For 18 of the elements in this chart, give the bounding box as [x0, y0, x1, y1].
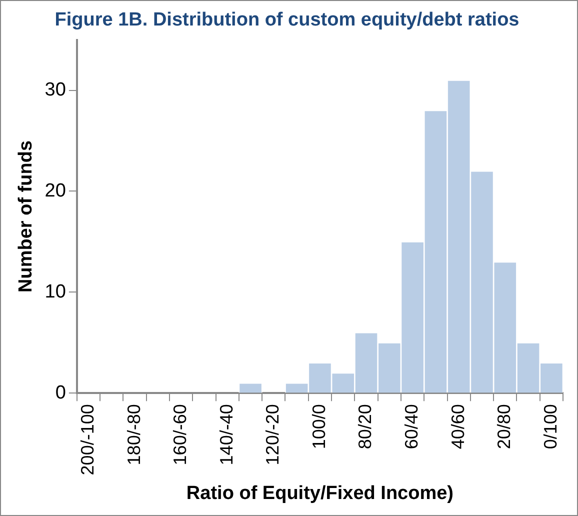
x-tick-label: 120/-20 [262, 404, 283, 466]
x-tick-label: 160/-60 [170, 404, 190, 466]
x-tick-label: 200/-100 [77, 404, 98, 476]
x-tick-label: 0/100 [540, 404, 560, 450]
x-axis-title: Ratio of Equity/Fixed Income) [186, 482, 454, 504]
x-tick-label: 180/-80 [124, 404, 144, 466]
y-tick-label: 20 [44, 180, 66, 202]
x-tick-label: 80/20 [355, 404, 376, 450]
y-tick-label: 30 [44, 80, 66, 101]
x-tick-label: 40/60 [448, 404, 468, 450]
x-tick-label: 140/-40 [216, 404, 236, 466]
x-tick-label: 60/40 [402, 404, 422, 450]
x-tick-label: 20/80 [494, 404, 514, 450]
y-tick-label: 10 [44, 281, 66, 302]
y-axis-title: Number of funds [16, 140, 37, 292]
y-tick-label: 0 [55, 382, 66, 404]
chart-title: Figure 1B. Distribution of custom equity/debt ratios [54, 10, 520, 31]
x-tick-label: 100/0 [308, 404, 329, 450]
